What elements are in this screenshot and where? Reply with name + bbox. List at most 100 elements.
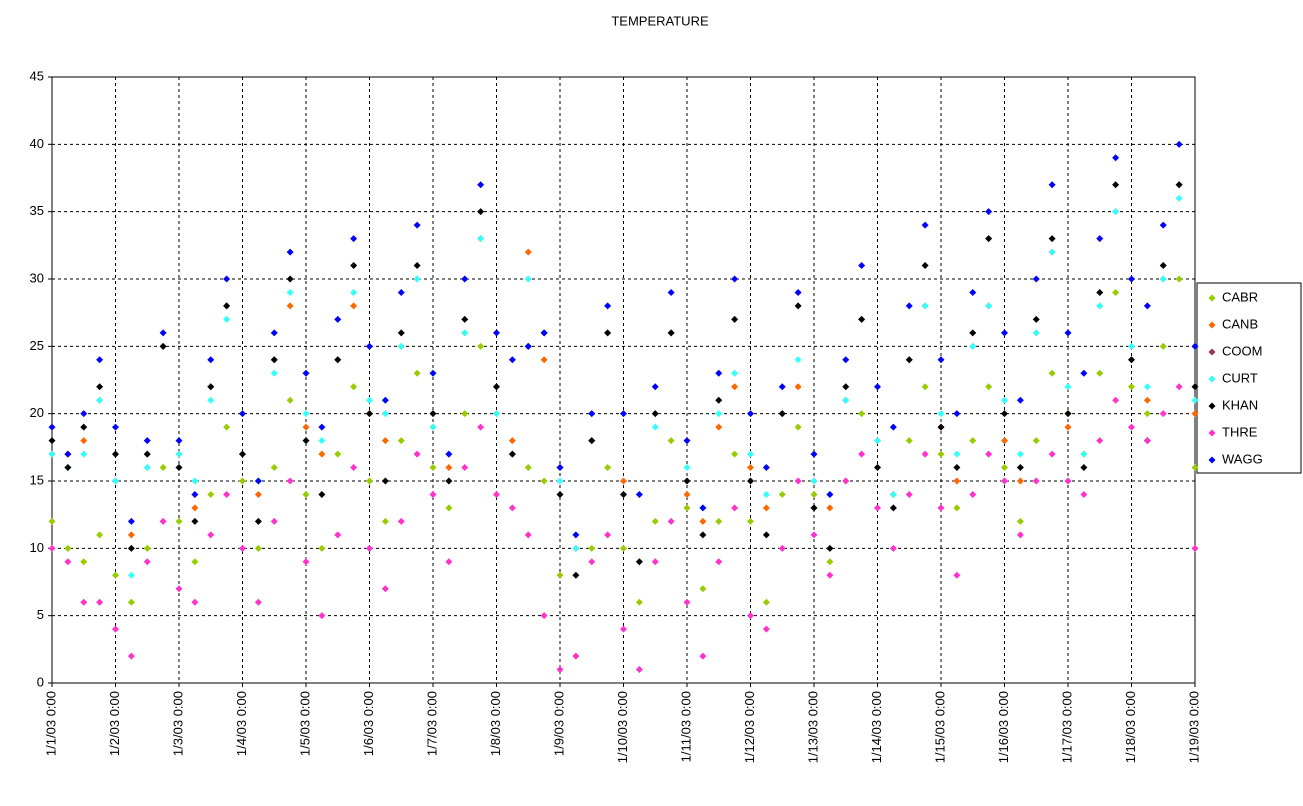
data-point [889, 490, 897, 498]
data-point [667, 329, 675, 337]
data-point [1016, 477, 1024, 485]
data-point [191, 517, 199, 525]
data-point [286, 248, 294, 256]
data-point [80, 437, 88, 445]
data-point [254, 477, 262, 485]
data-point [397, 342, 405, 350]
data-point [286, 288, 294, 296]
data-point [175, 464, 183, 472]
data-point [1016, 531, 1024, 539]
data-point [1096, 302, 1104, 310]
data-point [493, 410, 500, 418]
data-point [969, 288, 977, 296]
data-point [810, 477, 818, 485]
data-point [175, 450, 183, 458]
data-point [620, 544, 627, 552]
data-point [604, 302, 612, 310]
y-tick-label: 10 [30, 540, 44, 555]
x-tick-label: 1/10/03 0:00 [615, 691, 630, 763]
data-point [778, 490, 786, 498]
data-point [715, 410, 723, 418]
data-point [1064, 383, 1072, 391]
data-point [1032, 437, 1040, 445]
data-point [477, 342, 485, 350]
data-point [1064, 329, 1072, 337]
data-point [1096, 369, 1104, 377]
data-point [905, 302, 913, 310]
data-point [889, 504, 897, 512]
data-point [302, 437, 310, 445]
data-point [794, 288, 802, 296]
data-point [112, 450, 119, 458]
data-point [127, 652, 135, 660]
legend-label: COOM [1222, 343, 1262, 358]
data-point [1175, 140, 1183, 148]
data-point [191, 504, 199, 512]
data-point [239, 477, 246, 485]
data-point [715, 423, 723, 431]
data-point [1001, 329, 1008, 337]
data-point [747, 517, 754, 525]
data-point [493, 490, 500, 498]
data-point [953, 571, 961, 579]
data-point [683, 504, 691, 512]
data-point [1048, 181, 1056, 189]
data-point [794, 383, 802, 391]
y-tick-label: 35 [30, 203, 44, 218]
x-tick-label: 1/6/03 0:00 [361, 691, 376, 756]
data-point [1016, 396, 1024, 404]
data-point [175, 437, 183, 445]
data-point [159, 329, 167, 337]
data-point [1080, 490, 1088, 498]
data-point [96, 531, 104, 539]
data-point [985, 208, 993, 216]
data-point [572, 652, 580, 660]
legend-marker [1208, 321, 1216, 329]
data-point [826, 544, 834, 552]
data-point [1032, 275, 1040, 283]
data-point [810, 504, 818, 512]
data-point [540, 612, 548, 620]
data-point [540, 356, 548, 364]
data-point [524, 342, 532, 350]
data-point [366, 342, 373, 350]
data-point [1175, 181, 1183, 189]
legend-label: KHAN [1222, 397, 1258, 412]
data-point [858, 410, 866, 418]
data-point [651, 410, 659, 418]
data-point [96, 383, 104, 391]
data-point [223, 490, 231, 498]
data-point [254, 517, 262, 525]
data-point [1175, 383, 1183, 391]
data-point [604, 464, 612, 472]
data-point [620, 410, 627, 418]
data-point [286, 396, 294, 404]
data-point [286, 275, 294, 283]
data-point [794, 477, 802, 485]
data-point [1048, 235, 1056, 243]
data-point [1112, 154, 1120, 162]
data-point [96, 598, 104, 606]
data-point [143, 558, 151, 566]
data-point [778, 410, 786, 418]
data-point [112, 571, 119, 579]
data-point [302, 423, 310, 431]
data-point [604, 329, 612, 337]
data-point [604, 531, 612, 539]
data-point [985, 302, 993, 310]
data-point [429, 410, 437, 418]
data-point [572, 571, 580, 579]
data-point [1191, 383, 1199, 391]
data-point [397, 517, 405, 525]
data-point [1001, 410, 1008, 418]
data-point [1096, 235, 1104, 243]
data-point [1175, 194, 1183, 202]
data-point [239, 544, 246, 552]
data-point [429, 369, 437, 377]
data-point [302, 369, 310, 377]
data-point [366, 396, 373, 404]
data-point [1128, 275, 1135, 283]
data-point [1143, 302, 1151, 310]
data-point [715, 396, 723, 404]
x-tick-label: 1/1/03 0:00 [43, 691, 58, 756]
